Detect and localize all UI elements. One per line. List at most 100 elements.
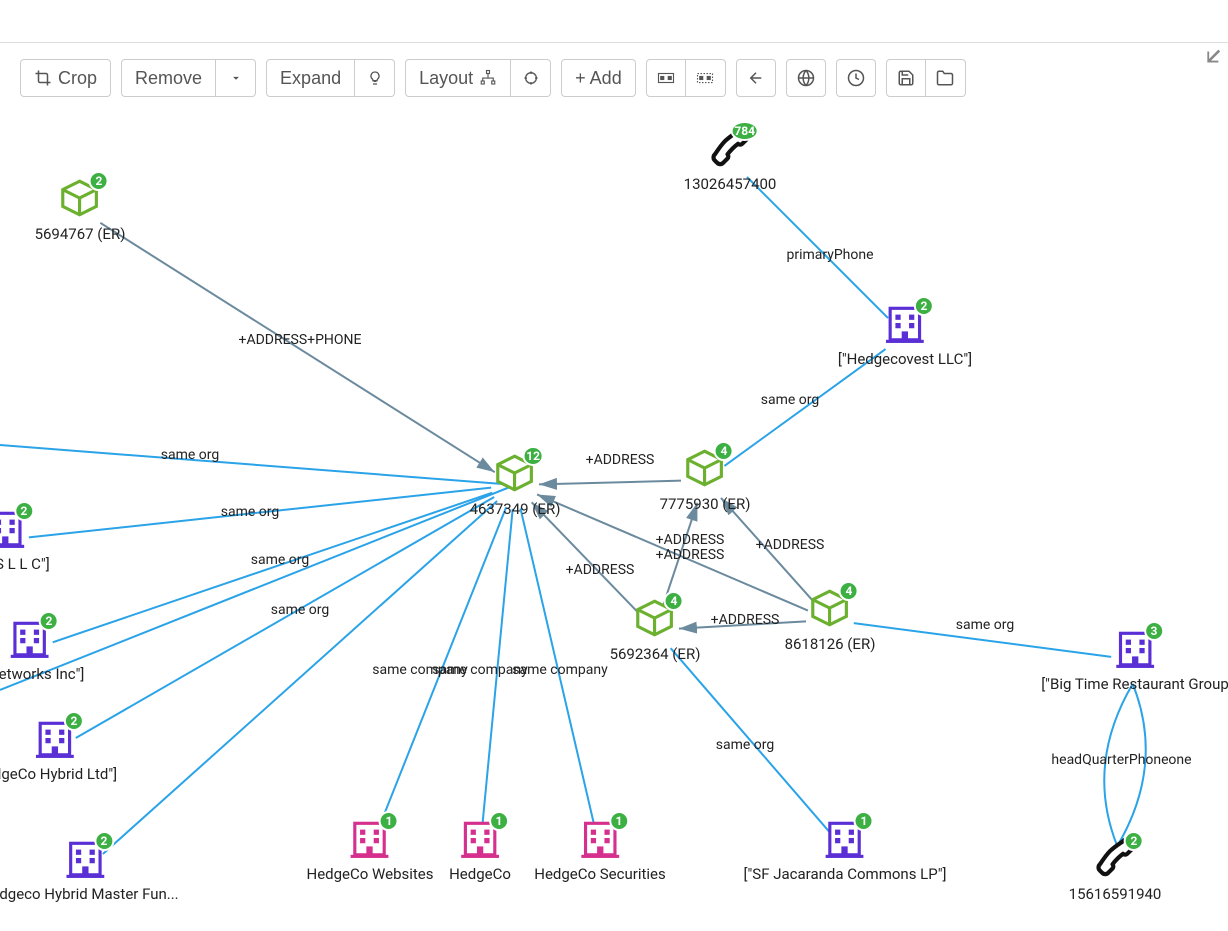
globe-button[interactable] — [786, 59, 826, 97]
node-label: dgeCo Hybrid Ltd"] — [0, 765, 117, 783]
edge-label: +ADDRESS — [656, 547, 725, 563]
save-button[interactable] — [886, 59, 926, 97]
building-icon: 2 — [884, 302, 926, 344]
edge-label: same org — [251, 552, 309, 568]
node-label: edgeco Hybrid Master Fun... — [0, 885, 179, 903]
graph-node[interactable]: 12 4637349 (ER) — [470, 452, 561, 518]
box-icon: 4 — [809, 587, 851, 629]
node-label: o Networks Inc"] — [0, 665, 84, 683]
building-icon: 2 — [34, 717, 76, 759]
node-badge: 4 — [839, 581, 859, 601]
clock-icon — [847, 69, 865, 87]
building-icon: 1 — [824, 817, 866, 859]
edge-label: same org — [271, 602, 329, 618]
box-icon: 4 — [634, 597, 676, 639]
graph-edge — [0, 445, 515, 485]
graph-node[interactable]: 2 dgeCo Hybrid Ltd"] — [0, 717, 117, 783]
edge-label: +ADDRESS — [711, 612, 780, 628]
graph-node[interactable]: 2 5694767 (ER) — [35, 177, 126, 243]
add-button[interactable]: + Add — [561, 59, 636, 97]
node-label: ["Big Time Restaurant Group — [1041, 675, 1228, 693]
edge-label: primaryPhone — [786, 247, 873, 263]
phone-icon: 2 — [1094, 837, 1136, 879]
edge-label: same org — [716, 737, 774, 753]
graph-node[interactable]: 1 HedgeCo Websites — [307, 817, 434, 883]
layout-refresh-button[interactable] — [511, 59, 551, 97]
node-badge: 2 — [39, 611, 59, 631]
node-badge: 12 — [522, 446, 544, 466]
history-button[interactable] — [836, 59, 876, 97]
remove-button[interactable]: Remove — [121, 59, 216, 97]
graph-node[interactable]: 47775930 (ER) — [660, 447, 751, 513]
node-label: 8618126 (ER) — [785, 635, 876, 653]
group-button[interactable] — [646, 59, 686, 97]
graph-node[interactable]: 2o Networks Inc"] — [0, 617, 84, 683]
phone-icon: 784 — [709, 127, 751, 169]
chevron-down-icon — [229, 71, 243, 85]
collapse-corner-icon[interactable] — [1200, 46, 1222, 72]
node-badge: 1 — [854, 811, 874, 831]
node-label: 5694767 (ER) — [35, 225, 126, 243]
edge-label: headQuarterPhone — [1051, 752, 1168, 768]
edge-label: same company — [512, 662, 607, 678]
node-label: 7775930 (ER) — [660, 495, 751, 513]
graph-node[interactable]: 1HedgeCo Securities — [534, 817, 666, 883]
edge-label: +ADDRESS+PHONE — [239, 332, 362, 348]
expand-hint-button[interactable] — [355, 59, 395, 97]
back-button[interactable] — [736, 59, 776, 97]
expand-button[interactable]: Expand — [266, 59, 355, 97]
edge-label: one — [1168, 752, 1191, 768]
graph-canvas[interactable]: 25694767 (ER) 124637349 (ER) 47775930 (E… — [0, 100, 1228, 931]
edge-label: same org — [221, 504, 279, 520]
node-badge: 1 — [609, 811, 629, 831]
add-label: + Add — [575, 68, 622, 89]
node-badge: 4 — [664, 591, 684, 611]
save-icon — [897, 69, 915, 87]
node-label: 4637349 (ER) — [470, 500, 561, 518]
node-badge: 2 — [89, 171, 109, 191]
crop-button[interactable]: Crop — [20, 59, 111, 97]
lightbulb-icon — [367, 70, 383, 86]
edge-label: +ADDRESS — [656, 532, 725, 548]
layout-label: Layout — [419, 68, 473, 89]
graph-node[interactable]: 2 ["Hedgecovest LLC"] — [838, 302, 972, 368]
graph-node[interactable]: 4 8618126 (ER) — [785, 587, 876, 653]
node-badge: 2 — [94, 831, 114, 851]
expand-label: Expand — [280, 68, 341, 89]
graph-node[interactable]: 45692364 (ER) — [610, 597, 701, 663]
node-badge: 1 — [379, 811, 399, 831]
building-icon: 1 — [349, 817, 391, 859]
graph-node[interactable]: 784 13026457400 — [684, 127, 777, 193]
building-icon: 3 — [1114, 627, 1156, 669]
node-label: HedgeCo Websites — [307, 865, 434, 883]
box-icon: 12 — [494, 452, 536, 494]
ungroup-button[interactable] — [686, 59, 726, 97]
graph-node[interactable]: 215616591940 — [1069, 837, 1162, 903]
edge-label: +ADDRESS — [566, 562, 635, 578]
layout-button[interactable]: Layout — [405, 59, 511, 97]
node-label: RITIES L L C"] — [0, 555, 50, 573]
edge-label: same org — [956, 617, 1014, 633]
node-badge: 3 — [1144, 621, 1164, 641]
edge-label: same org — [161, 447, 219, 463]
remove-dropdown-button[interactable] — [216, 59, 256, 97]
graph-node[interactable]: 3 ["Big Time Restaurant Group — [1041, 627, 1228, 693]
folder-icon — [936, 69, 954, 87]
node-label: 13026457400 — [684, 175, 777, 193]
node-badge: 2 — [1124, 831, 1144, 851]
box-icon: 2 — [59, 177, 101, 219]
globe-icon — [797, 69, 815, 87]
graph-node[interactable]: 1["SF Jacaranda Commons LP"] — [744, 817, 947, 883]
graph-node[interactable]: 2edgeco Hybrid Master Fun... — [0, 837, 179, 903]
ungroup-icon — [696, 70, 714, 86]
open-button[interactable] — [926, 59, 966, 97]
node-label: ["Hedgecovest LLC"] — [838, 350, 972, 368]
node-label: HedgeCo — [449, 865, 511, 883]
edge-label: +ADDRESS — [586, 452, 655, 468]
graph-node[interactable]: 2RITIES L L C"] — [0, 507, 50, 573]
back-arrow-icon — [747, 69, 765, 87]
graph-node[interactable]: 1HedgeCo — [449, 817, 511, 883]
crop-label: Crop — [58, 68, 97, 89]
edge-label: same org — [761, 392, 819, 408]
remove-label: Remove — [135, 68, 202, 89]
